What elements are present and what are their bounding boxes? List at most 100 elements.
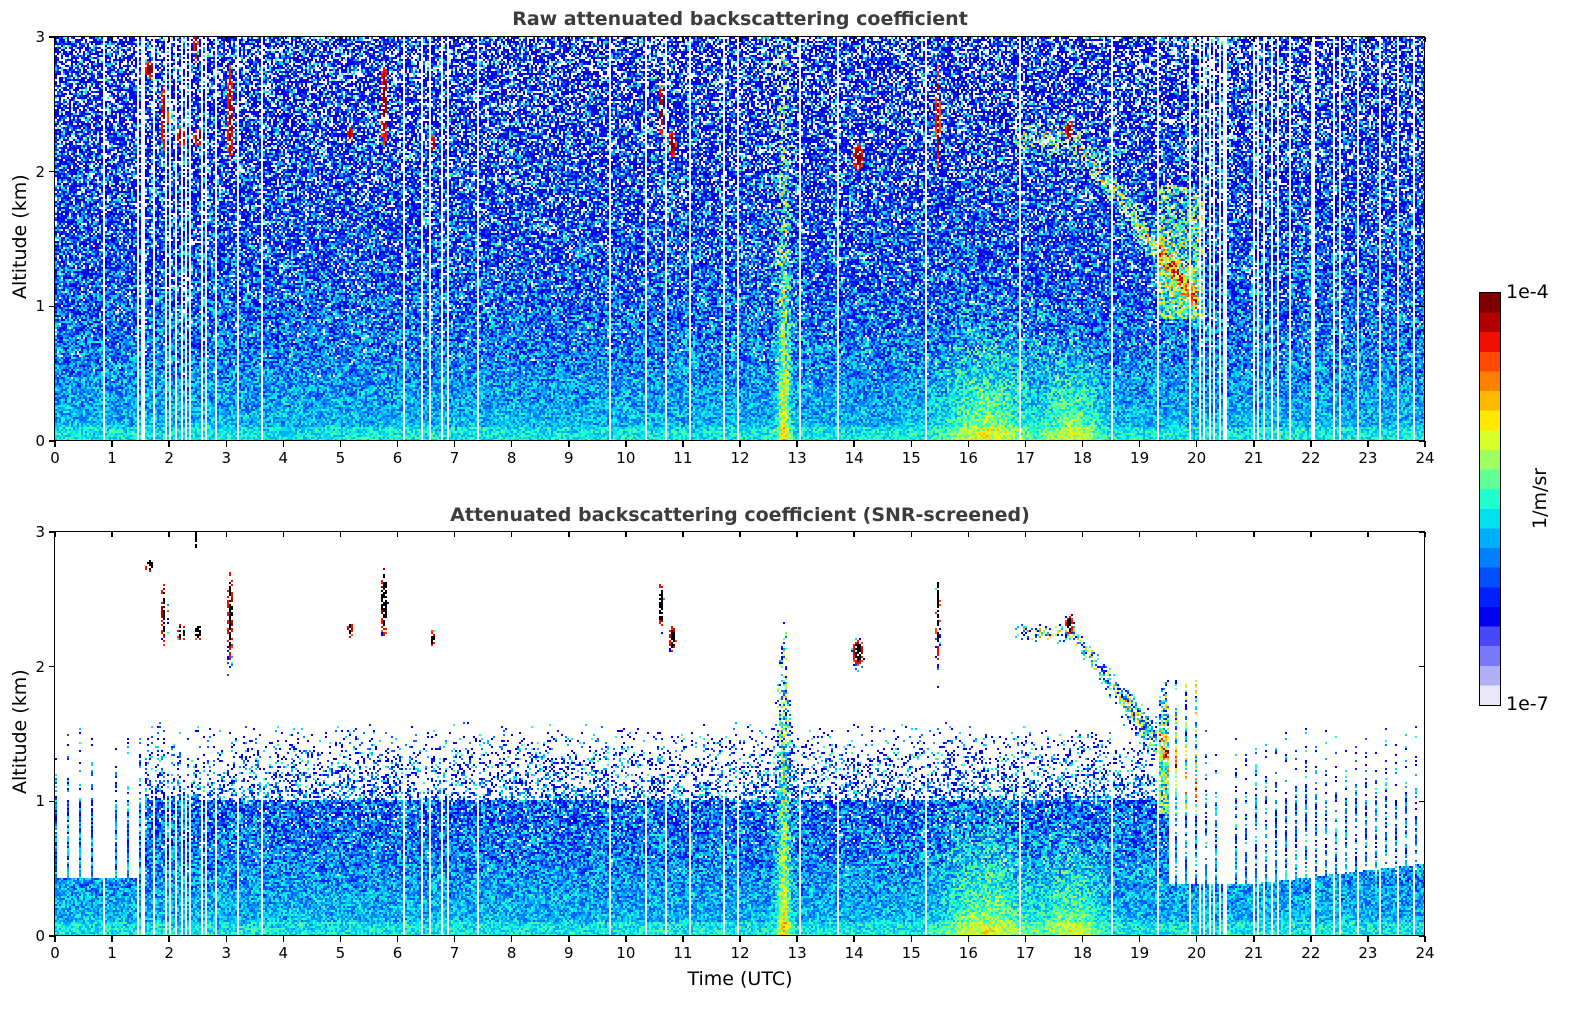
x-tick-mark-top bbox=[1424, 532, 1426, 537]
x-tick-label: 3 bbox=[221, 449, 232, 467]
x-tick-mark-top bbox=[910, 37, 912, 42]
x-tick-label: 21 bbox=[1244, 449, 1264, 467]
x-tick-mark bbox=[1253, 936, 1255, 942]
x-tick-mark-top bbox=[1310, 532, 1312, 537]
x-tick-label: 23 bbox=[1358, 449, 1378, 467]
x-tick-mark bbox=[1253, 441, 1255, 447]
x-tick-mark-top bbox=[510, 37, 513, 42]
x-tick-mark bbox=[54, 936, 56, 942]
y-tick-label: 1 bbox=[35, 792, 45, 811]
x-tick-mark-top bbox=[1253, 37, 1255, 42]
x-tick-label: 6 bbox=[392, 944, 403, 962]
colorbar-max-label: 1e-4 bbox=[1506, 281, 1549, 303]
y-tick-label: 3 bbox=[35, 28, 45, 46]
x-tick-label: 22 bbox=[1301, 449, 1321, 467]
x-tick-mark bbox=[1138, 936, 1141, 942]
x-tick-mark-top bbox=[453, 37, 456, 42]
x-tick-mark-top bbox=[111, 37, 113, 42]
x-tick-mark-top bbox=[111, 532, 113, 537]
x-tick-mark-top bbox=[1138, 532, 1141, 537]
x-tick-mark bbox=[1195, 936, 1198, 942]
y-tick-mark-right bbox=[1419, 800, 1425, 803]
y-tick-mark bbox=[49, 665, 55, 668]
x-tick-mark-top bbox=[225, 532, 227, 537]
x-tick-mark bbox=[1081, 441, 1084, 447]
x-tick-mark bbox=[682, 936, 684, 942]
x-tick-mark-top bbox=[168, 37, 170, 42]
x-tick-label: 24 bbox=[1415, 944, 1435, 962]
x-tick-mark bbox=[910, 936, 912, 942]
x-tick-mark bbox=[453, 936, 456, 942]
x-tick-label: 23 bbox=[1358, 944, 1378, 962]
x-tick-mark-top bbox=[339, 37, 342, 42]
x-tick-label: 18 bbox=[1072, 449, 1093, 467]
x-tick-label: 10 bbox=[616, 944, 636, 962]
colorbar-gradient bbox=[1480, 293, 1500, 705]
x-tick-mark-top bbox=[282, 532, 285, 537]
x-tick-mark-top bbox=[282, 37, 285, 42]
x-tick-mark-top bbox=[225, 37, 227, 42]
x-tick-label: 4 bbox=[278, 944, 289, 962]
x-tick-mark-top bbox=[796, 37, 798, 42]
x-tick-mark bbox=[225, 441, 227, 447]
x-tick-mark bbox=[796, 441, 798, 447]
x-tick-label: 7 bbox=[449, 944, 460, 962]
x-tick-mark bbox=[1310, 441, 1312, 447]
top-heatmap bbox=[55, 37, 1425, 441]
x-tick-label: 14 bbox=[844, 449, 864, 467]
x-tick-mark bbox=[568, 441, 570, 447]
x-tick-mark-top bbox=[682, 532, 684, 537]
x-tick-label: 1 bbox=[107, 944, 117, 962]
x-tick-label: 18 bbox=[1072, 944, 1093, 962]
x-tick-mark bbox=[1024, 441, 1027, 447]
x-tick-label: 16 bbox=[958, 944, 978, 962]
x-tick-mark bbox=[739, 441, 741, 447]
x-tick-mark-top bbox=[396, 532, 399, 537]
x-tick-mark bbox=[225, 936, 227, 942]
y-tick-mark bbox=[49, 935, 55, 937]
y-tick-label: 2 bbox=[35, 162, 45, 181]
x-tick-label: 12 bbox=[730, 944, 750, 962]
x-tick-label: 6 bbox=[392, 449, 403, 467]
x-tick-mark bbox=[682, 441, 684, 447]
x-tick-mark-top bbox=[1367, 532, 1369, 537]
x-tick-label: 22 bbox=[1301, 944, 1321, 962]
y-tick-mark-right bbox=[1419, 305, 1425, 308]
x-tick-mark-top bbox=[739, 37, 741, 42]
x-tick-mark-top bbox=[1138, 37, 1141, 42]
x-tick-mark bbox=[1367, 936, 1369, 942]
colorbar-min-label: 1e-7 bbox=[1506, 693, 1549, 715]
x-tick-mark bbox=[282, 441, 285, 447]
x-tick-mark-top bbox=[1024, 532, 1027, 537]
y-tick-mark-right bbox=[1419, 440, 1425, 442]
x-tick-mark-top bbox=[853, 37, 855, 42]
x-tick-mark-top bbox=[910, 532, 912, 537]
x-tick-mark bbox=[1081, 936, 1084, 942]
y-tick-mark-right bbox=[1419, 665, 1425, 668]
bottom-heatmap bbox=[55, 532, 1425, 936]
top-heatmap-canvas bbox=[55, 37, 1425, 441]
x-tick-mark bbox=[168, 441, 170, 447]
x-tick-label: 24 bbox=[1415, 449, 1435, 467]
x-tick-mark-top bbox=[1367, 37, 1369, 42]
y-tick-label: 0 bbox=[35, 927, 45, 945]
x-tick-mark-top bbox=[453, 532, 456, 537]
x-tick-mark-top bbox=[967, 532, 970, 537]
x-tick-label: 9 bbox=[563, 944, 574, 962]
colorbar bbox=[1479, 292, 1501, 706]
x-tick-mark bbox=[910, 441, 912, 447]
x-tick-label: 1 bbox=[107, 449, 117, 467]
x-tick-mark bbox=[282, 936, 285, 942]
x-tick-mark-top bbox=[853, 532, 855, 537]
x-tick-label: 19 bbox=[1130, 944, 1150, 962]
x-tick-mark bbox=[967, 441, 970, 447]
x-tick-mark bbox=[853, 936, 855, 942]
x-tick-label: 20 bbox=[1187, 449, 1207, 467]
x-tick-label: 15 bbox=[901, 449, 921, 467]
x-tick-mark bbox=[568, 936, 570, 942]
x-tick-label: 5 bbox=[335, 449, 346, 467]
x-tick-mark bbox=[339, 936, 342, 942]
x-tick-mark-top bbox=[625, 532, 627, 537]
x-tick-label: 2 bbox=[164, 449, 174, 467]
y-tick-mark-right bbox=[1419, 170, 1425, 173]
